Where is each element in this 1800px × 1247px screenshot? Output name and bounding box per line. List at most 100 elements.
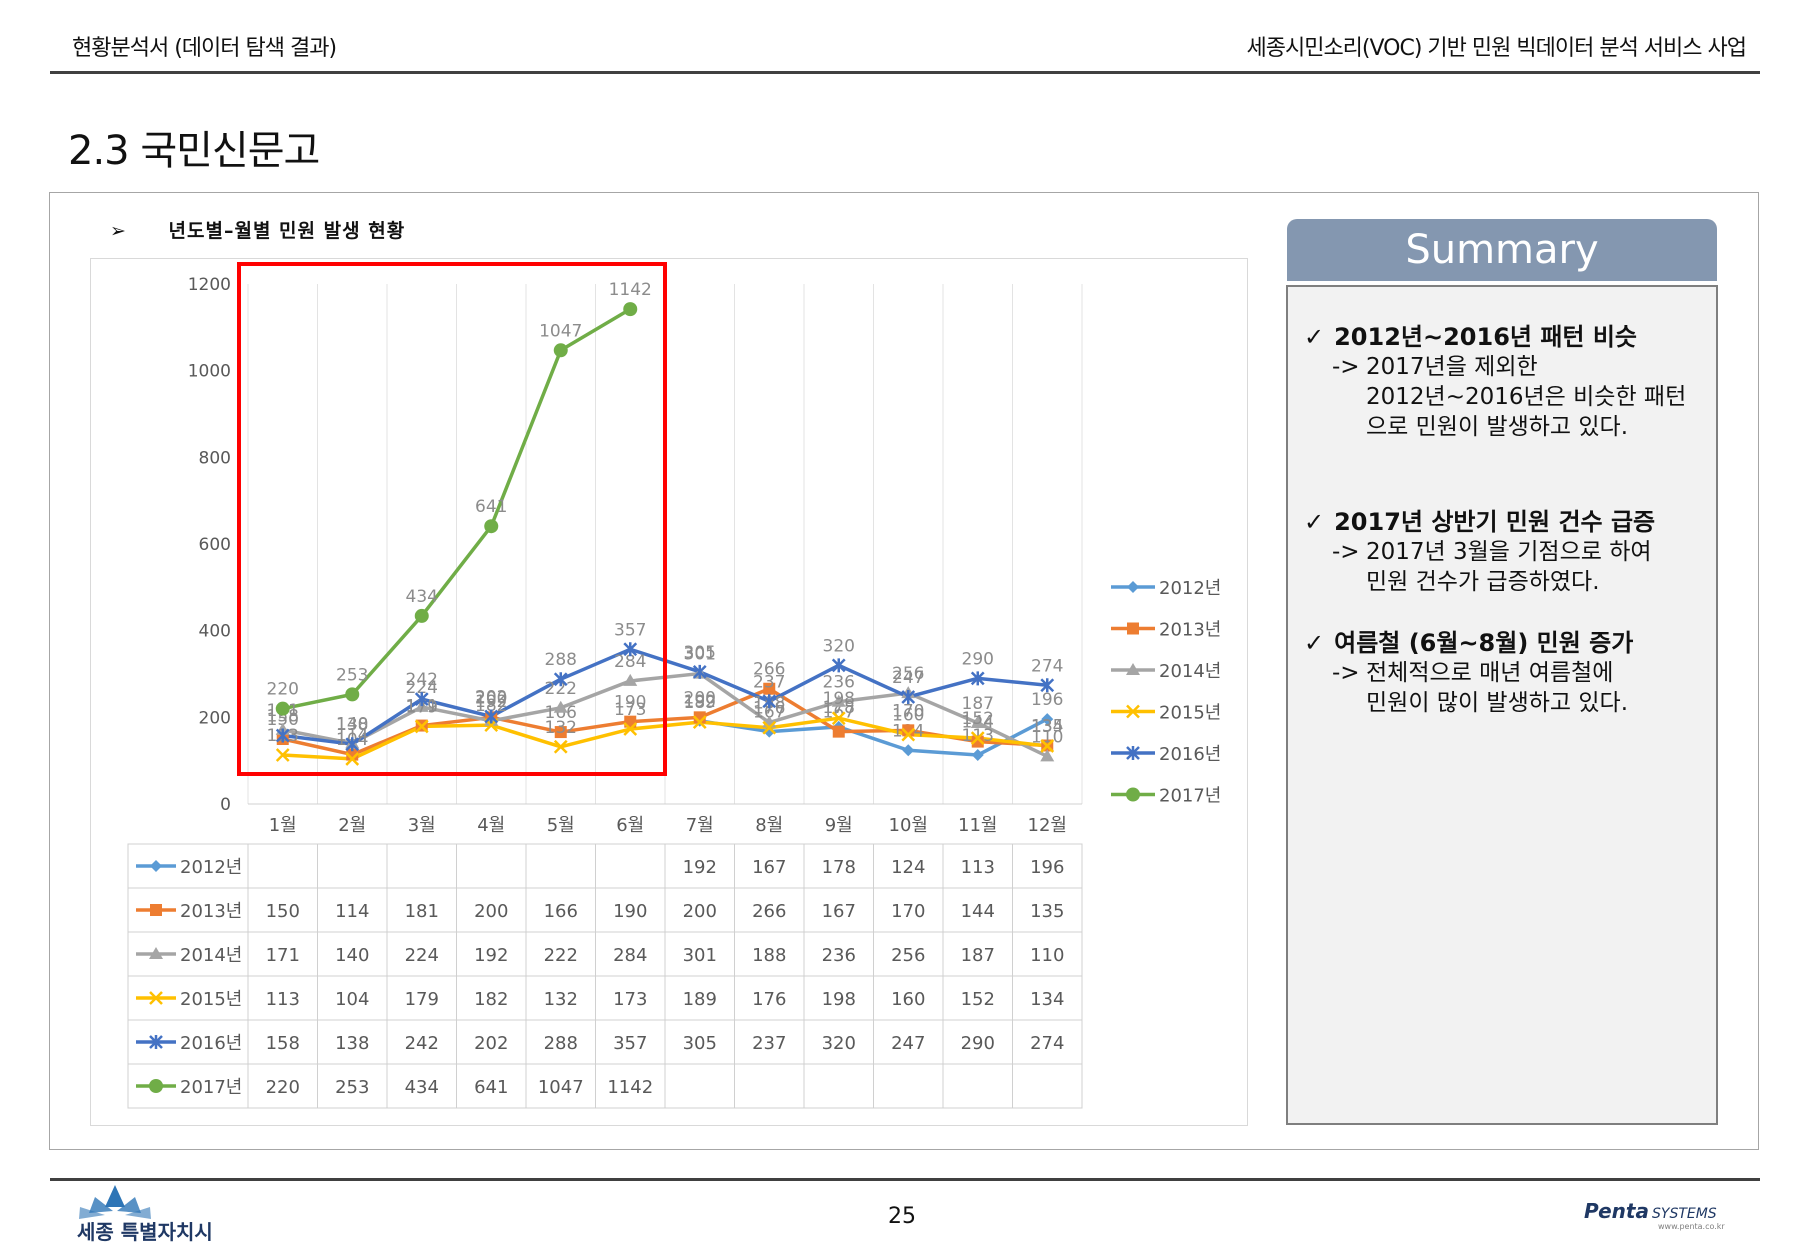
- data-point: [1126, 746, 1140, 760]
- y-tick-label: 1200: [188, 275, 231, 295]
- data-label: 301: [684, 645, 716, 665]
- table-cell: 187: [961, 945, 995, 966]
- table-cell: 179: [405, 989, 439, 1010]
- data-label: 190: [614, 693, 646, 713]
- summary-header: Summary: [1287, 219, 1717, 281]
- data-label: 138: [336, 715, 368, 735]
- summary-item-heading: 2012년~2016년 패턴 비슷: [1334, 323, 1638, 351]
- data-label: 132: [545, 718, 577, 738]
- data-label: 202: [475, 687, 507, 707]
- data-point: [149, 1079, 163, 1093]
- table-cell: 198: [822, 989, 856, 1010]
- data-label: 176: [753, 699, 785, 719]
- table-cell: 274: [1030, 1033, 1064, 1054]
- page-title: 2.3 국민신문고: [68, 128, 320, 174]
- data-label: 114: [336, 726, 368, 746]
- data-label: 222: [545, 679, 577, 699]
- data-point: [623, 302, 638, 317]
- table-cell: 138: [335, 1033, 369, 1054]
- table-cell: 176: [752, 989, 786, 1010]
- data-label: 167: [823, 703, 855, 723]
- data-point: [832, 725, 845, 738]
- data-point: [553, 672, 568, 687]
- data-label: 284: [614, 652, 646, 672]
- table-series-label: 2015년: [180, 989, 242, 1010]
- data-point: [275, 728, 290, 743]
- summary-item-3: ✓ 여름철 (6월~8월) 민원 증가 -> 전체적으로 매년 여름철에 민원이 많이…: [1304, 623, 1704, 718]
- data-point: [692, 715, 707, 729]
- table-cell: 132: [544, 989, 578, 1010]
- check-icon: ✓: [1304, 508, 1325, 536]
- check-icon: ✓: [1304, 323, 1325, 351]
- data-point: [149, 1035, 163, 1049]
- line-chart: 0 200 400 600 800 1000 1200 1월 2월 3월 4월 5월 6월 7월 8월 9월 1…: [127, 262, 1221, 1109]
- data-label: 1047: [539, 321, 582, 341]
- data-point: [553, 700, 568, 713]
- data-label: 110: [1031, 727, 1063, 747]
- table-cell: 222: [544, 945, 578, 966]
- table-cell: 236: [822, 945, 856, 966]
- x-tick-label: 4월: [477, 815, 505, 836]
- data-point: [1126, 663, 1140, 675]
- summary-item-line1: 2017년 3월을 기점으로 하여: [1366, 539, 1652, 565]
- y-tick-label: 800: [199, 448, 231, 468]
- footer-rule: [50, 1178, 1760, 1181]
- data-point: [831, 658, 846, 673]
- data-point: [762, 694, 777, 709]
- check-icon: ✓: [1304, 629, 1325, 657]
- legend-label: 2016년: [1159, 744, 1221, 765]
- data-point: [554, 726, 567, 739]
- data-point: [623, 642, 638, 657]
- table-cell: 178: [822, 857, 856, 878]
- table-cell: 160: [891, 989, 925, 1010]
- table-cell: 113: [266, 989, 300, 1010]
- table-series-label: 2017년: [180, 1077, 242, 1098]
- table-cell: 224: [405, 945, 439, 966]
- table-cell: 192: [474, 945, 508, 966]
- legend-label: 2012년: [1159, 578, 1221, 599]
- table-cell: 641: [474, 1077, 508, 1098]
- data-point: [150, 904, 162, 916]
- data-label: 178: [823, 698, 855, 718]
- table-cell: 200: [474, 901, 508, 922]
- table-cell: 220: [266, 1077, 300, 1098]
- summary-item-heading: 여름철 (6월~8월) 민원 증가: [1334, 629, 1634, 657]
- x-tick-label: 10월: [889, 815, 928, 836]
- penta-logo: Penta SYSTEMS www.penta.co.kr: [1580, 1198, 1740, 1232]
- highlight-box: [237, 262, 667, 776]
- data-label: 179: [406, 697, 438, 717]
- table-cell: 266: [752, 901, 786, 922]
- data-label: 187: [962, 694, 994, 714]
- data-point: [1040, 678, 1055, 693]
- data-label: 200: [475, 688, 507, 708]
- table-cell: 301: [683, 945, 717, 966]
- data-point: [345, 737, 360, 752]
- table-cell: 200: [683, 901, 717, 922]
- legend-label: 2017년: [1159, 786, 1221, 807]
- data-point: [902, 744, 915, 757]
- table-cell: 166: [544, 901, 578, 922]
- table-cell: 253: [335, 1077, 369, 1098]
- table-cell: 189: [683, 989, 717, 1010]
- data-point: [970, 715, 985, 728]
- x-tick-label: 12월: [1028, 815, 1067, 836]
- table-cell: 1047: [538, 1077, 584, 1098]
- data-point: [901, 689, 916, 704]
- data-point: [275, 748, 290, 762]
- data-label: 224: [406, 678, 438, 698]
- x-tick-label: 2월: [338, 815, 366, 836]
- table-cell: 173: [613, 989, 647, 1010]
- data-label: 173: [614, 700, 646, 720]
- table-cell: 357: [613, 1033, 647, 1054]
- table-cell: 320: [822, 1033, 856, 1054]
- x-tick-label: 7월: [686, 815, 714, 836]
- data-label: 134: [1031, 717, 1063, 737]
- data-label: 166: [545, 703, 577, 723]
- data-label: 236: [823, 673, 855, 693]
- data-label: 320: [823, 636, 855, 656]
- summary-item-line1: 2017년을 제외한: [1366, 354, 1538, 380]
- summary-item-rest: 민원 건수가 급증하였다.: [1366, 569, 1600, 595]
- data-label: 266: [753, 660, 785, 680]
- data-label: 220: [267, 680, 299, 700]
- chart-subheading-text: 년도별–월별 민원 발생 현황: [168, 220, 406, 242]
